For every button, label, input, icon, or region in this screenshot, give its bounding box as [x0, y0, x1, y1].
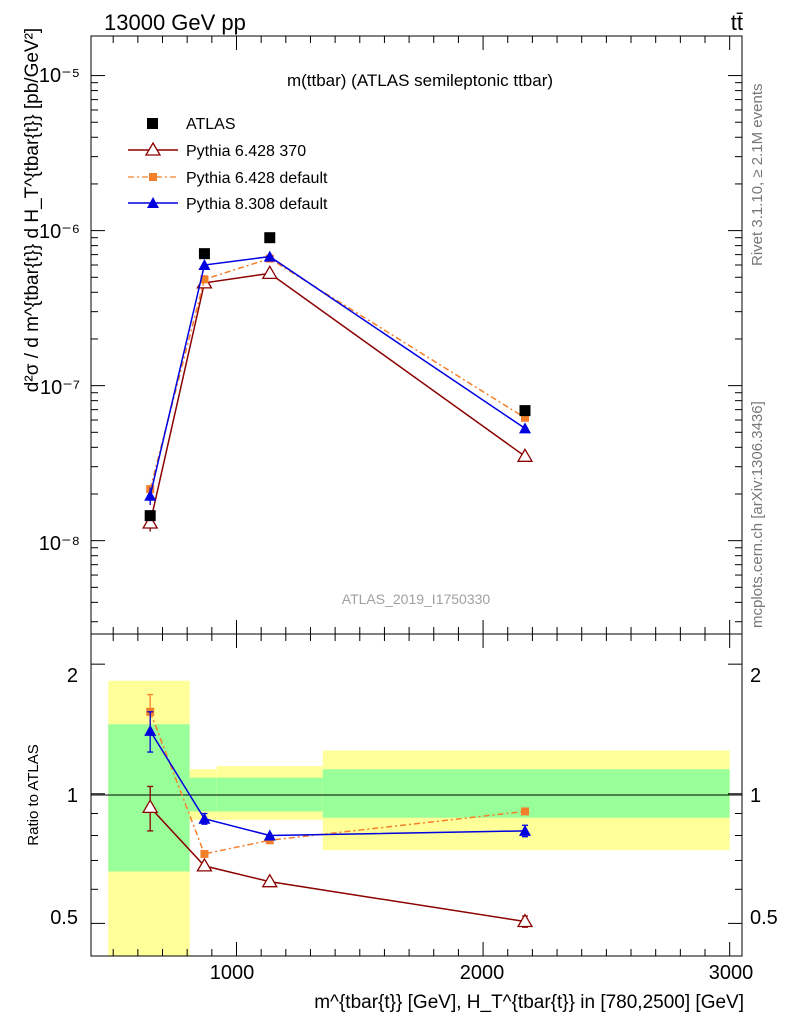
x-tick-labels: 1000 2000 3000 — [210, 962, 754, 984]
main-y-axis-label: d²σ / d m^{tbar{t}} d H_T^{tbar{t}} [pb/… — [22, 28, 43, 392]
xtick-label: 3000 — [709, 962, 754, 984]
main-series-layer — [142, 232, 534, 532]
ratio-ticks — [91, 634, 742, 956]
main-point-pythia-6-428-370 — [142, 514, 159, 529]
ratio-band-inner — [108, 724, 190, 872]
main-ytick-label: 10⁻⁷ — [40, 377, 80, 399]
ratio-y-tick-labels-left: 0.5 1 2 — [50, 665, 78, 929]
ratio-plot-frame — [90, 633, 743, 957]
ratio-y-axis-label: Ratio to ATLAS — [25, 744, 42, 845]
ratio-series-layer — [142, 693, 534, 928]
rivet-label: Rivet 3.1.10, ≥ 2.1M events — [749, 84, 766, 267]
legend: ATLAS Pythia 6.428 370 Pythia 6.428 defa… — [128, 116, 328, 213]
ratio-series-line-pythia-6-428-370 — [149, 806, 526, 923]
legend-label: Pythia 6.428 370 — [186, 143, 306, 160]
xtick-label: 2000 — [460, 962, 505, 984]
legend-marker-atlas — [147, 118, 158, 129]
x-axis-label: m^{tbar{t}} [GeV], H_T^{tbar{t}} in [780… — [314, 992, 744, 1013]
legend-marker-pythia6-370 — [144, 141, 162, 156]
legend-entry-pythia6-default: Pythia 6.428 default — [128, 170, 328, 187]
main-point-pythia-6-428-default — [200, 275, 209, 284]
ratio-ytick-label: 2 — [67, 665, 78, 687]
main-ytick-label: 10⁻⁸ — [39, 533, 80, 555]
legend-marker-pythia8-default — [147, 197, 159, 208]
legend-entry-atlas: ATLAS — [147, 116, 236, 133]
mcplots-label: mcplots.cern.ch [arXiv:1306.3436] — [749, 401, 766, 628]
ratio-point-pythia-8-308-default — [144, 724, 157, 736]
main-panel: m(ttbar) (ATLAS semileptonic ttbar) ATLA… — [22, 28, 743, 635]
ratio-point-pythia-6-428-370 — [142, 799, 159, 813]
ratio-point-pythia-8-308-default — [263, 829, 276, 841]
main-point-pythia-8-308-default — [263, 250, 276, 262]
ratio-point-pythia-6-428-370 — [516, 913, 534, 928]
main-series-line-pythia-6-428-default — [149, 257, 526, 490]
legend-entry-pythia6-370: Pythia 6.428 370 — [128, 141, 306, 160]
process-label: tt̄ — [731, 10, 743, 35]
main-y-ticks — [91, 36, 742, 634]
analysis-id-label: ATLAS_2019_I1750330 — [342, 591, 491, 607]
ratio-ytick-label: 2 — [750, 665, 761, 687]
main-point-pythia-6-428-default — [521, 413, 529, 422]
main-series-line-pythia-6-428-370 — [149, 272, 526, 524]
ratio-ytick-label: 0.5 — [50, 907, 78, 929]
ratio-ytick-label: 1 — [750, 785, 761, 807]
legend-label: ATLAS — [186, 116, 236, 133]
ratio-point-pythia-6-428-370 — [196, 857, 213, 872]
main-point-pythia-8-308-default — [198, 258, 211, 270]
ratio-series-line-pythia-8-308-default — [149, 730, 526, 837]
main-series-line-pythia-8-308-default — [149, 255, 526, 496]
ratio-point-pythia-6-428-default — [200, 849, 209, 858]
main-point-atlas — [264, 232, 276, 244]
main-y-tick-labels: 10⁻⁸ 10⁻⁷ 10⁻⁶ 10⁻⁵ — [39, 65, 80, 555]
ratio-y-tick-labels-right: 0.5 1 2 — [750, 665, 778, 929]
energy-label: 13000 GeV pp — [104, 10, 246, 35]
main-point-pythia-8-308-default — [144, 489, 157, 501]
main-ytick-label: 10⁻⁶ — [39, 221, 80, 243]
main-plot-title: m(ttbar) (ATLAS semileptonic ttbar) — [287, 71, 553, 90]
legend-label: Pythia 8.308 default — [186, 196, 328, 213]
xtick-label: 1000 — [210, 962, 255, 984]
ratio-point-pythia-8-308-default — [198, 812, 211, 824]
ratio-ytick-label: 0.5 — [750, 907, 778, 929]
ratio-point-pythia-6-428-370 — [261, 873, 278, 888]
main-point-atlas — [144, 510, 156, 522]
main-point-pythia-6-428-370 — [261, 265, 278, 279]
ratio-series-line-pythia-6-428-default — [149, 711, 526, 855]
main-point-pythia-8-308-default — [519, 422, 531, 434]
ratio-point-pythia-8-308-default — [519, 824, 531, 836]
main-point-pythia-6-428-370 — [516, 448, 534, 462]
main-ytick-label: 10⁻⁵ — [39, 65, 80, 87]
ratio-point-pythia-6-428-default — [521, 807, 529, 816]
main-point-atlas — [519, 405, 531, 417]
main-point-atlas — [198, 248, 210, 260]
ratio-panel: 0.5 1 2 0.5 1 2 1000 2000 3000 Ratio to … — [25, 633, 778, 1013]
legend-marker-pythia6-default — [149, 173, 157, 181]
ratio-ytick-label: 1 — [67, 785, 78, 807]
legend-label: Pythia 6.428 default — [186, 170, 328, 187]
legend-entry-pythia8-default: Pythia 8.308 default — [128, 196, 328, 213]
